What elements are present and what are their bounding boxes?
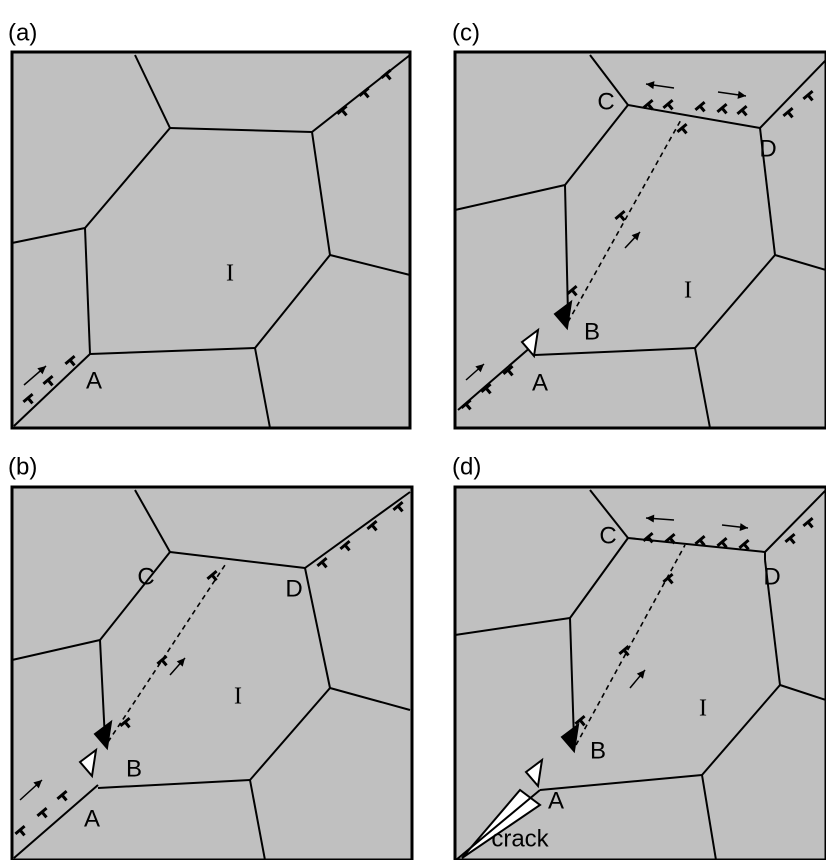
point-label: C: [597, 88, 614, 115]
point-label: C: [137, 563, 154, 590]
point-label: D: [759, 135, 776, 162]
panel-label: (a): [8, 19, 37, 46]
point-label: B: [590, 737, 606, 764]
grain-label: I: [684, 278, 692, 304]
point-label: D: [285, 575, 302, 602]
panel: (d) I AB C Dcrack: [452, 453, 826, 860]
point-label: B: [126, 755, 142, 782]
point-label: C: [599, 522, 616, 549]
point-label: A: [86, 367, 102, 394]
panel: (c) I A B C D: [452, 19, 826, 428]
panel: (a) I A: [8, 19, 410, 428]
point-label: B: [584, 318, 600, 345]
point-label: D: [763, 563, 780, 590]
point-label: A: [548, 787, 564, 814]
grain-label: I: [234, 684, 242, 710]
grain-label: I: [699, 696, 707, 722]
panel-label: (c): [452, 19, 480, 46]
point-label: A: [84, 805, 100, 832]
crack-label: crack: [491, 825, 549, 852]
figure: (a)IA(b)IABCD(c)IABCD(d)IABCDcrack: [0, 0, 826, 860]
point-label: A: [532, 369, 548, 396]
panel-label: (d): [452, 453, 481, 480]
grain-label: I: [226, 261, 234, 287]
panel-frame: [12, 487, 412, 860]
panel: (b) I AB C D: [8, 453, 412, 860]
panel-label: (b): [8, 453, 37, 480]
